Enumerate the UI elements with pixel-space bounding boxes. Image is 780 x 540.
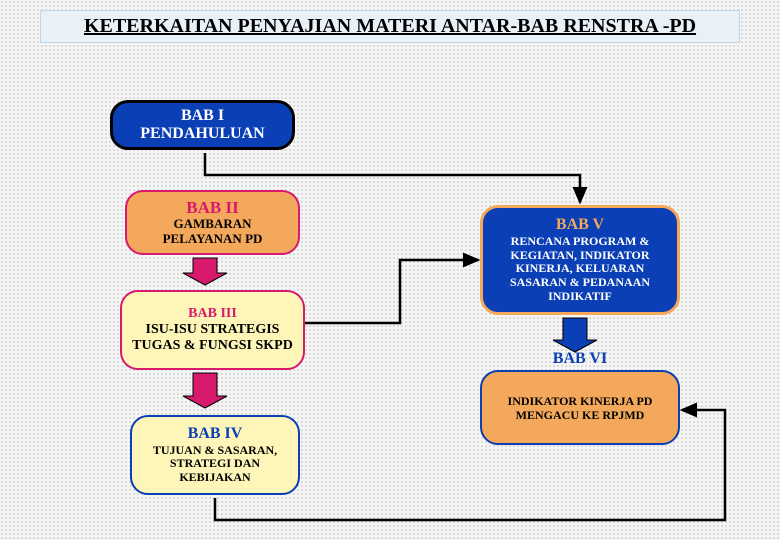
node-bab4-sub: TUJUAN & SASARAN, STRATEGI DAN KEBIJAKAN xyxy=(142,444,288,485)
node-bab2-head: BAB II xyxy=(186,198,238,218)
block-arrow-0 xyxy=(183,258,227,285)
node-bab5-sub: RENCANA PROGRAM & KEGIATAN, INDIKATOR KI… xyxy=(493,235,667,304)
node-bab3-head: BAB III xyxy=(188,306,237,322)
block-arrow-2 xyxy=(553,318,597,352)
node-bab2: BAB IIGAMBARAN PELAYANAN PD xyxy=(125,190,300,255)
node-bab4: BAB IVTUJUAN & SASARAN, STRATEGI DAN KEB… xyxy=(130,415,300,495)
node-bab5: BAB VRENCANA PROGRAM & KEGIATAN, INDIKAT… xyxy=(480,205,680,315)
title-box: KETERKAITAN PENYAJIAN MATERI ANTAR-BAB R… xyxy=(40,10,740,43)
node-bab4-head: BAB IV xyxy=(188,425,243,443)
node-bab3: BAB IIIISU-ISU STRATEGIS TUGAS & FUNGSI … xyxy=(120,290,305,370)
node-bab2-sub: GAMBARAN PELAYANAN PD xyxy=(137,217,288,247)
node-bab6-sub: INDIKATOR KINERJA PD MENGACU KE RPJMD xyxy=(492,395,668,423)
node-bab3-sub: ISU-ISU STRATEGIS TUGAS & FUNGSI SKPD xyxy=(132,322,293,354)
block-arrow-1 xyxy=(183,373,227,408)
node-bab1-head: BAB I PENDAHULUAN xyxy=(123,107,282,144)
title-text: KETERKAITAN PENYAJIAN MATERI ANTAR-BAB R… xyxy=(84,15,696,37)
node-bab6: BAB VIINDIKATOR KINERJA PD MENGACU KE RP… xyxy=(480,370,680,445)
node-bab1: BAB I PENDAHULUAN xyxy=(110,100,295,150)
connector-1 xyxy=(303,260,478,323)
node-bab5-head: BAB V xyxy=(556,216,604,234)
node-bab6-head: BAB VI xyxy=(482,350,678,368)
